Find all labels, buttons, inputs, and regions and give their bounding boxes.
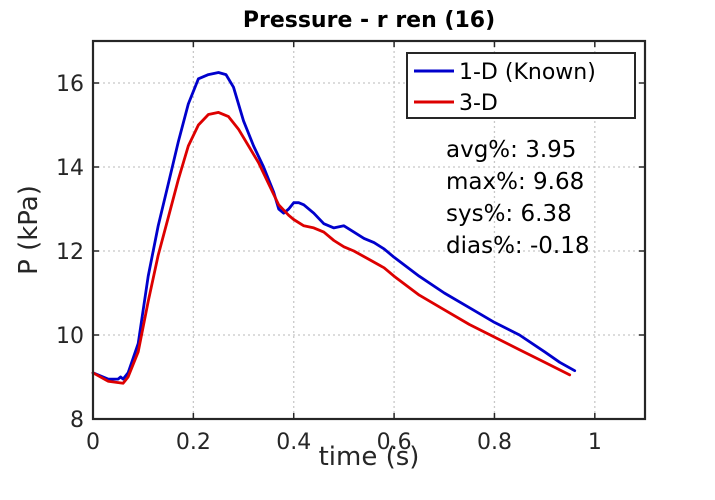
x-tick-label: 0: [86, 430, 100, 455]
x-tick-label: 0.8: [477, 430, 512, 455]
x-tick-label: 0.6: [377, 430, 412, 455]
series-line-1d-known: [91, 71, 577, 381]
x-axis-label: time (s): [319, 442, 420, 472]
chart-title: Pressure - r ren (16): [243, 8, 495, 33]
legend-label-1d-known: 1-D (Known): [459, 60, 596, 85]
y-tick-label: 10: [56, 324, 84, 349]
legend: 1-D (Known) 3-D: [406, 52, 636, 119]
annotation-sys: sys%: 6.38: [446, 201, 572, 227]
y-tick-label: 16: [56, 72, 84, 97]
series-line-3d: [91, 111, 572, 385]
data-series: [91, 71, 577, 385]
stats-annotations: avg%: 3.95 max%: 9.68 sys%: 6.38 dias%: …: [446, 137, 590, 259]
annotation-max: max%: 9.68: [446, 169, 584, 195]
x-tick-label: 1: [588, 430, 602, 455]
y-tick-label: 12: [56, 240, 84, 265]
x-tick-label: 0.2: [176, 430, 211, 455]
x-tick-label: 0.4: [276, 430, 311, 455]
y-axis-label: P (kPa): [14, 185, 44, 275]
plot-frame: [91, 39, 647, 421]
legend-label-3d: 3-D: [459, 91, 498, 116]
axis-ticks: 0 0.2 0.4 0.6 0.8 1 8 10 12 14 16: [56, 41, 645, 455]
y-tick-label: 14: [56, 156, 84, 181]
annotation-avg: avg%: 3.95: [446, 137, 576, 163]
legend-box: [406, 52, 636, 119]
annotation-dias: dias%: -0.18: [446, 233, 590, 259]
y-tick-label: 8: [70, 408, 84, 433]
